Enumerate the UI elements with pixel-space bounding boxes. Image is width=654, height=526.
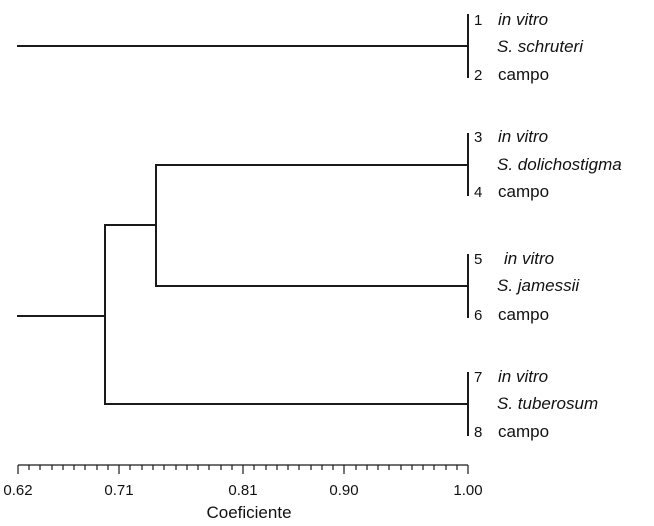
group-dolichostigma: 3 in vitro S. dolichostigma 4 campo xyxy=(155,127,622,201)
species-label-dolichostigma: S. dolichostigma xyxy=(497,155,622,174)
leaf-number-5: 5 xyxy=(474,251,482,268)
leaf-number-7: 7 xyxy=(474,369,482,386)
group-jamessii: 5 in vitro S. jamessii 6 campo xyxy=(155,249,580,324)
species-label-tuberosum: S. tuberosum xyxy=(497,394,598,413)
tick-label-1-00: 1.00 xyxy=(453,482,482,499)
leaf-number-1: 1 xyxy=(474,12,482,29)
leaf-number-4: 4 xyxy=(474,184,482,201)
leaf-label-2: campo xyxy=(498,65,549,84)
leaf-number-6: 6 xyxy=(474,307,482,324)
similarity-axis: 0.62 0.71 0.81 0.90 1.00 Coeficiente xyxy=(3,464,483,522)
axis-ticks xyxy=(17,465,469,474)
leaf-number-2: 2 xyxy=(474,67,482,84)
tick-label-0-81: 0.81 xyxy=(228,482,257,499)
species-label-schruteri: S. schruteri xyxy=(497,37,584,56)
tick-label-0-71: 0.71 xyxy=(104,482,133,499)
tick-label-0-90: 0.90 xyxy=(329,482,358,499)
leaf-label-1: in vitro xyxy=(498,10,548,29)
cluster-links xyxy=(17,164,157,405)
leaf-label-5: in vitro xyxy=(504,249,554,268)
leaf-label-6: campo xyxy=(498,305,549,324)
axis-title: Coeficiente xyxy=(206,503,291,522)
group-schruteri: 1 in vitro S. schruteri 2 campo xyxy=(17,10,584,84)
group-tuberosum: 7 in vitro S. tuberosum 8 campo xyxy=(104,367,598,441)
species-label-jamessii: S. jamessii xyxy=(497,276,580,295)
leaf-label-4: campo xyxy=(498,182,549,201)
tick-label-0-62: 0.62 xyxy=(3,482,32,499)
leaf-number-8: 8 xyxy=(474,424,482,441)
leaf-label-8: campo xyxy=(498,422,549,441)
leaf-label-7: in vitro xyxy=(498,367,548,386)
leaf-number-3: 3 xyxy=(474,129,482,146)
leaf-label-3: in vitro xyxy=(498,127,548,146)
